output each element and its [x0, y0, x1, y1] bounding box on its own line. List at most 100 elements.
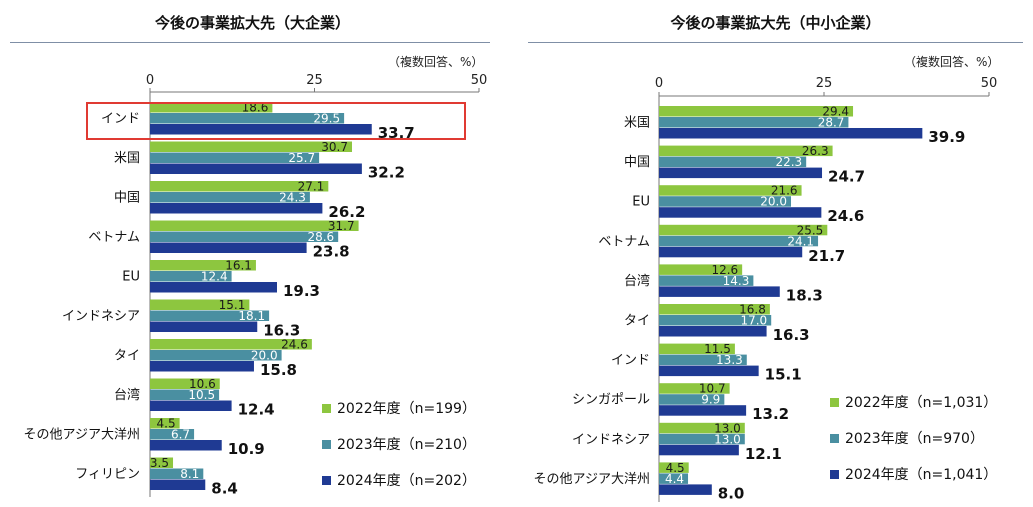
- category-label: ベトナム: [598, 234, 650, 249]
- data-label: 12.4: [201, 270, 228, 284]
- category-label: 中国: [624, 155, 650, 170]
- legend-swatch: [830, 469, 839, 479]
- x-tick-label: 50: [471, 73, 488, 88]
- x-tick-label: 25: [816, 76, 833, 91]
- bar: [150, 220, 359, 231]
- legend-item: 2023年度（n=210）: [322, 434, 476, 454]
- bar: [659, 246, 803, 258]
- data-label: 4.4: [665, 472, 684, 486]
- bar: [659, 462, 689, 473]
- x-tick-label: 0: [146, 73, 154, 88]
- bar: [150, 299, 250, 310]
- data-label: 24.3: [279, 191, 306, 205]
- bar: [659, 224, 828, 236]
- bar: [150, 468, 204, 479]
- data-label: 13.2: [752, 405, 789, 423]
- bar: [150, 181, 329, 192]
- category-label: 米国: [624, 116, 650, 131]
- category-label: インド: [611, 353, 650, 368]
- data-label: 20.0: [251, 349, 278, 363]
- legend-label: 2023年度（n=210）: [337, 437, 476, 453]
- data-label: 33.7: [378, 124, 415, 142]
- bar: [150, 418, 180, 429]
- bar: [150, 231, 339, 242]
- bar: [150, 113, 345, 124]
- chart-title: 今後の事業拡大先（大企業）: [154, 14, 350, 32]
- data-label: 15.1: [765, 366, 802, 384]
- legend-item: 2024年度（n=1,041）: [830, 464, 997, 484]
- data-label: 26.3: [802, 144, 829, 158]
- data-label: 18.3: [786, 286, 823, 304]
- data-label: 14.3: [723, 274, 750, 288]
- bar: [659, 167, 823, 179]
- unit-note: （複数回答、%）: [904, 55, 1000, 69]
- category-label: EU: [122, 270, 140, 285]
- data-label: 10.6: [189, 377, 216, 391]
- category-label: インド: [101, 112, 140, 127]
- bar: [659, 286, 780, 297]
- category-label: フィリピン: [75, 467, 140, 482]
- data-label: 32.2: [368, 164, 405, 182]
- title-rule: [10, 42, 490, 43]
- data-label: 22.3: [775, 155, 802, 169]
- data-label: 20.0: [760, 195, 787, 209]
- bar: [659, 264, 743, 275]
- data-label: 21.6: [771, 184, 798, 198]
- legend-label: 2024年度（n=1,041）: [845, 467, 998, 483]
- data-label: 24.6: [827, 207, 864, 225]
- bar: [150, 192, 310, 203]
- data-label: 18.1: [238, 309, 265, 323]
- legend-swatch: [830, 397, 839, 407]
- data-label: 25.5: [797, 223, 824, 237]
- bar: [150, 271, 232, 282]
- data-label: 29.4: [822, 105, 849, 119]
- data-label: 24.6: [281, 338, 308, 352]
- bar: [150, 339, 312, 350]
- bar: [150, 389, 220, 400]
- bar: [659, 405, 747, 416]
- data-label: 25.7: [288, 151, 315, 165]
- bar: [150, 378, 220, 389]
- highlight-box-india: [86, 102, 466, 140]
- data-label: 10.9: [228, 440, 265, 458]
- bar: [150, 102, 273, 113]
- x-tick-label: 25: [306, 73, 323, 88]
- bar: [150, 310, 270, 321]
- data-label: 24.1: [787, 234, 814, 248]
- bar: [659, 433, 745, 445]
- legend-label: 2024年度（n=202）: [337, 473, 476, 489]
- category-label: その他アジア大洋州: [534, 472, 650, 487]
- bar: [659, 394, 725, 405]
- data-label: 6.7: [171, 428, 190, 442]
- data-label: 4.5: [666, 461, 685, 475]
- x-tick-label: 50: [981, 76, 998, 91]
- chart-panel-large-enterprise: 今後の事業拡大先（大企業） （複数回答、%） 0 25 50 インド 18.6 29.5 3…: [0, 0, 505, 507]
- bar: [150, 440, 222, 451]
- data-label: 23.8: [313, 243, 350, 261]
- bar: [659, 145, 833, 157]
- legend-swatch: [322, 439, 331, 449]
- bar: [659, 422, 745, 434]
- bar: [150, 361, 254, 372]
- category-label: タイ: [624, 314, 650, 329]
- bar: [659, 128, 923, 139]
- category-label: 台湾: [114, 387, 140, 403]
- bar-chart-large-enterprise: 0 25 50 インド 18.6 29.5 33.7 米国 30.7 25.7 32.2 中国 27.1…: [24, 73, 488, 498]
- bar: [150, 400, 232, 411]
- bar: [150, 321, 258, 332]
- legend-swatch: [322, 475, 331, 485]
- bar: [150, 479, 206, 490]
- bar: [659, 304, 770, 315]
- bar: [659, 235, 819, 247]
- category-label: タイ: [114, 349, 140, 364]
- data-label: 15.8: [260, 361, 297, 379]
- bar: [659, 354, 747, 366]
- data-label: 11.5: [704, 342, 731, 356]
- data-label: 21.7: [808, 247, 845, 265]
- bar: [150, 457, 174, 468]
- data-label: 9.9: [701, 393, 720, 407]
- bar: [150, 124, 372, 135]
- data-label: 15.1: [219, 298, 246, 312]
- data-label: 19.3: [283, 282, 320, 300]
- data-label: 39.9: [928, 128, 965, 146]
